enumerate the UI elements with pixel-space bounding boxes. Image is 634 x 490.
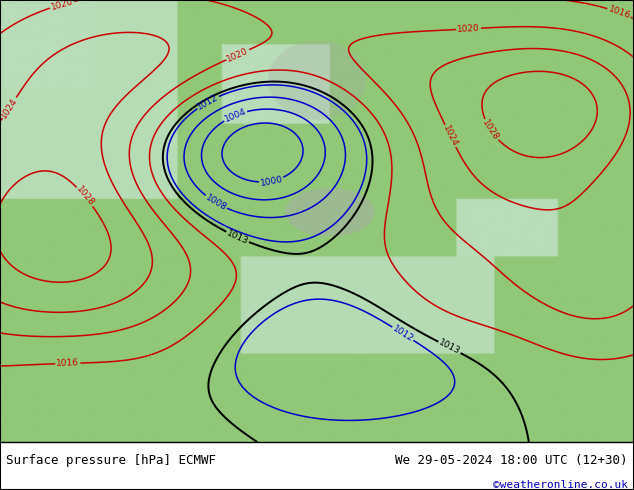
Text: ©weatheronline.co.uk: ©weatheronline.co.uk [493, 480, 628, 490]
Text: 1004: 1004 [223, 107, 248, 124]
Text: 1024: 1024 [441, 124, 460, 148]
Text: 1016: 1016 [56, 359, 79, 368]
Text: 1000: 1000 [259, 174, 283, 188]
Text: 1028: 1028 [481, 118, 501, 142]
Text: 1020: 1020 [457, 24, 481, 34]
Text: 1012: 1012 [391, 324, 415, 343]
Text: 1013: 1013 [225, 228, 250, 246]
Text: 1020: 1020 [49, 0, 74, 12]
Text: 1020: 1020 [226, 46, 250, 63]
Text: 1028: 1028 [74, 185, 96, 208]
Text: 1013: 1013 [437, 338, 462, 357]
Text: 1016: 1016 [607, 4, 631, 21]
Text: 1008: 1008 [204, 193, 228, 212]
Text: We 29-05-2024 18:00 UTC (12+30): We 29-05-2024 18:00 UTC (12+30) [395, 454, 628, 467]
Text: 1024: 1024 [0, 96, 20, 120]
Text: Surface pressure [hPa] ECMWF: Surface pressure [hPa] ECMWF [6, 454, 216, 467]
Text: 1012: 1012 [196, 93, 220, 112]
